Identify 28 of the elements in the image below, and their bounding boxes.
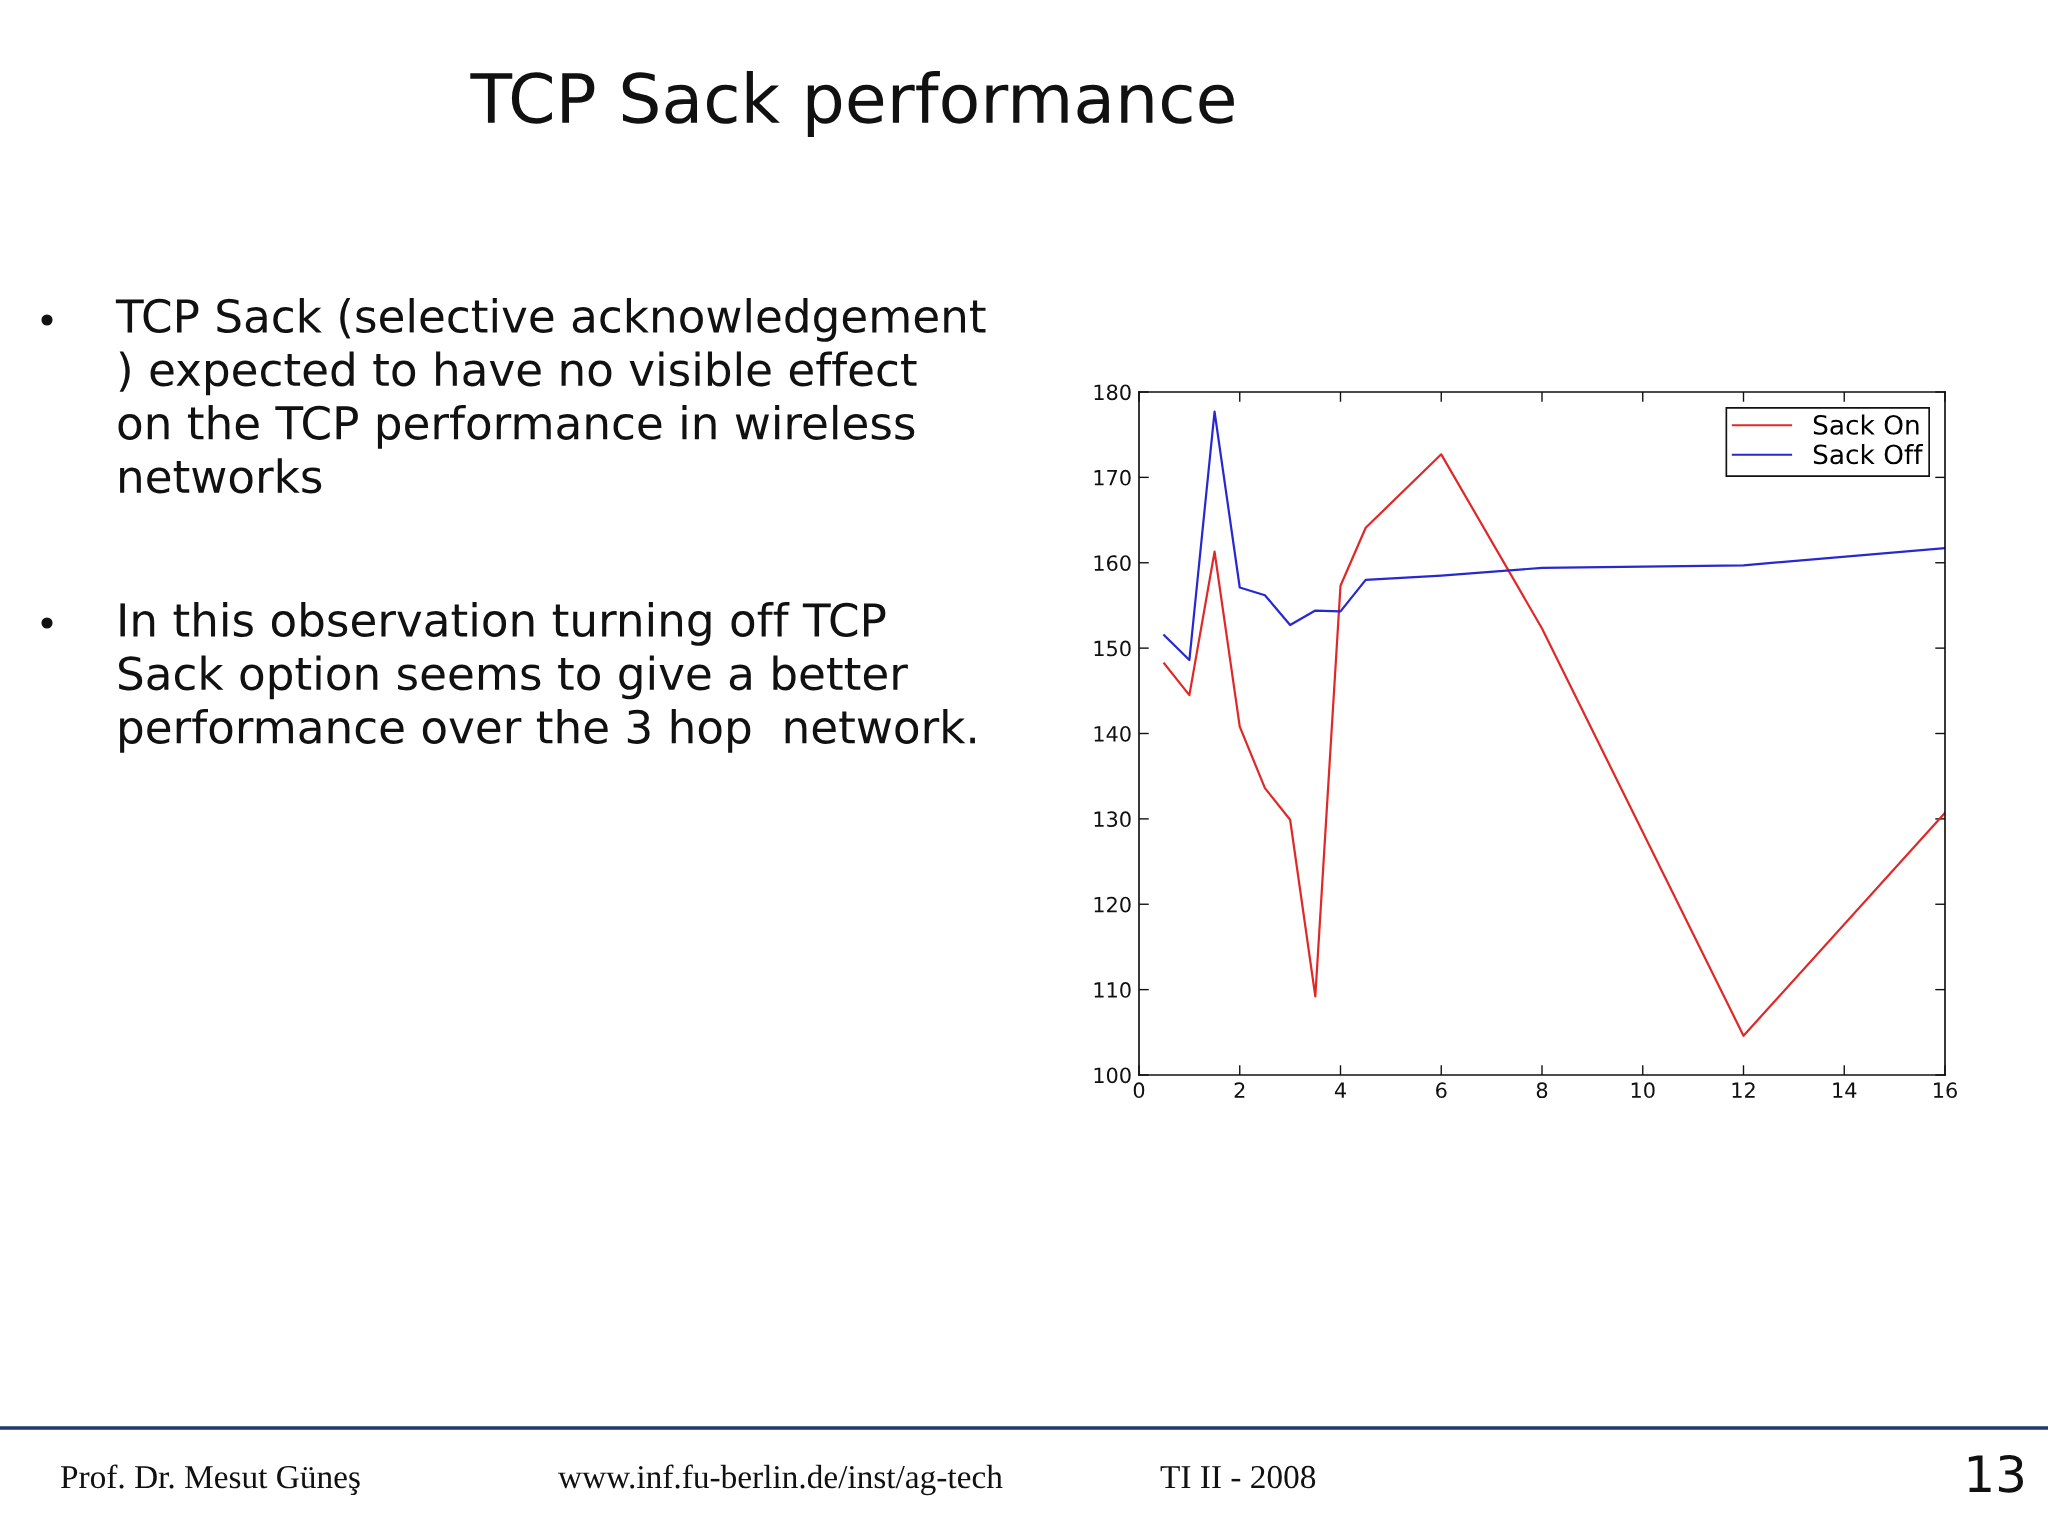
y-tick-label: 180 [1094,384,1131,401]
x-tick-label: 2 [1234,1082,1245,1098]
text: TCP Sack (selective acknowledgement ) expected to have no visible effect on the TCP performance in wireless networks [115,298,986,494]
x-tick-label: 0 [1133,1082,1145,1099]
y-tick-label: 120 [1094,896,1131,913]
y-tick-label: 100 [1094,1067,1131,1084]
legend-label: Sack Off [1813,443,1924,465]
x-tick-label: 4 [1334,1082,1346,1098]
text: www.inf.fu-berlin.de/inst/ag-tech [558,1464,1003,1496]
text: In this observation turning off TCP Sack option seems to give a better performance over the 3 hop network. [118,602,975,753]
text: 13 [1968,1454,2023,1493]
line-series [1163,410,1945,662]
x-tick-label: 8 [1536,1082,1548,1099]
x-tick-label: 16 [1934,1082,1957,1099]
y-tick-label: 140 [1094,725,1131,742]
text: Prof. Dr. Mesut Güneş [60,1464,360,1496]
text: TI II - 2008 [1160,1465,1316,1489]
x-tick-label: 6 [1436,1082,1447,1099]
y-tick-label: 150 [1094,640,1131,657]
y-tick-label: 110 [1094,982,1131,998]
y-tick-label: 130 [1094,811,1131,828]
x-tick-label: 12 [1732,1082,1755,1098]
y-tick-label: 170 [1094,469,1131,486]
chart-title: TCP Sack performance [470,71,1234,137]
x-tick-label: 10 [1631,1082,1655,1099]
x-tick-label: 14 [1833,1082,1857,1098]
legend-label: Sack On [1813,414,1919,435]
y-tick-label: 160 [1094,555,1131,571]
